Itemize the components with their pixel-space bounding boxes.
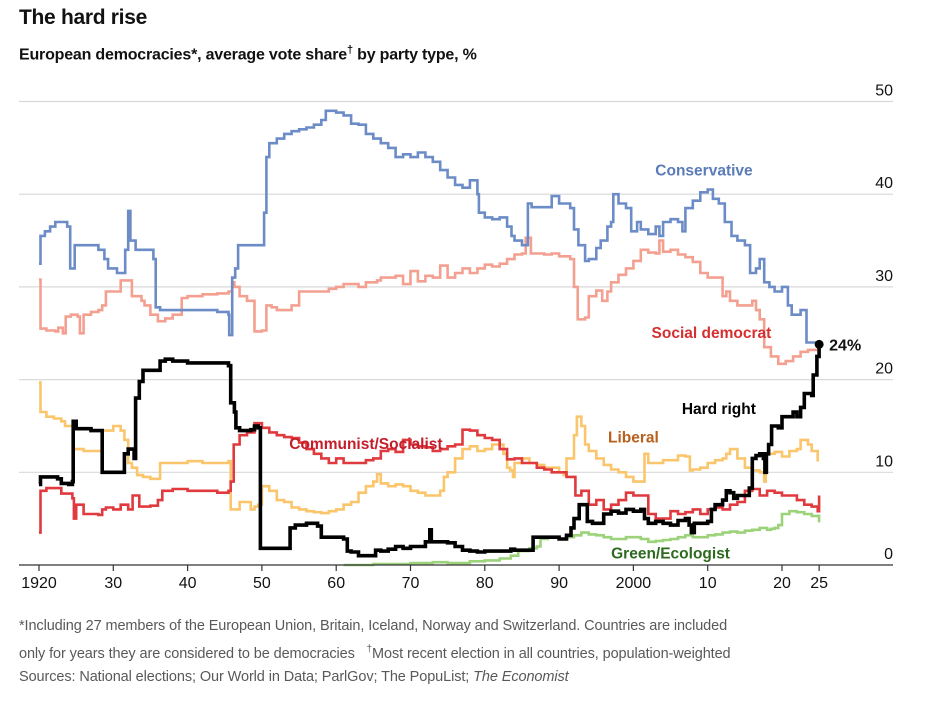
- series-line-hard-right: [38, 344, 821, 558]
- sources-text: Sources: National elections; Our World i…: [19, 668, 474, 685]
- series-label-conservative: Conservative: [655, 163, 753, 180]
- footnote-election: Most recent election in all countries, p…: [372, 645, 731, 662]
- y-tick-label: 20: [875, 361, 893, 378]
- series-line-social-democrat: [39, 236, 820, 366]
- series-line-communist-socialist: [39, 421, 821, 534]
- series-label-liberal: Liberal: [608, 430, 659, 447]
- x-tick-label: 70: [402, 575, 420, 592]
- footnotes: *Including 27 members of the European Un…: [19, 615, 731, 689]
- series-labels: Conservative Social democrat Communist/Soc…: [289, 163, 771, 563]
- x-tick-label: 80: [476, 575, 494, 592]
- annotation-label: 24%: [829, 337, 861, 354]
- x-tick-label: 60: [327, 575, 345, 592]
- footnote-democracies: only for years they are considered to be…: [19, 645, 355, 662]
- chart-subtitle: European democracies*, average vote shar…: [19, 44, 477, 64]
- x-tick-label: 2000: [616, 575, 652, 592]
- y-tick-label: 50: [875, 83, 893, 100]
- x-tick-label: 90: [550, 575, 568, 592]
- y-tick-label: 40: [875, 175, 893, 192]
- series-label-green-ecologist: Green/Ecologist: [611, 546, 730, 563]
- x-tick-label: 20: [773, 575, 791, 592]
- y-tick-label: 10: [875, 453, 893, 470]
- line-chart: 0 10 20 30 40 50 1920 30 40 50 60 70 80 90 2000 10 20 25…: [19, 83, 893, 592]
- series-label-social-democrat: Social democrat: [652, 325, 772, 342]
- subtitle-main: European democracies*, average vote shar…: [19, 46, 347, 64]
- annotation: 24%: [814, 337, 861, 354]
- series-line-conservative: [39, 109, 821, 345]
- footnote-dagger: †: [366, 644, 373, 655]
- y-tick-label: 30: [875, 268, 893, 285]
- x-tick-label: 25: [810, 575, 828, 592]
- annotation-dot: [814, 339, 824, 349]
- series-lines: [38, 109, 821, 567]
- chart-title: The hard rise: [19, 6, 147, 29]
- footnote-line-1: *Including 27 members of the European Un…: [19, 618, 728, 634]
- x-tick-label: 1920: [21, 575, 57, 592]
- subtitle-dagger: †: [346, 44, 353, 56]
- gridlines: [19, 100, 893, 473]
- x-tick-label: 10: [699, 575, 717, 592]
- series-label-communist-socialist: Communist/Socialist: [289, 436, 442, 453]
- y-tick-label: 0: [884, 546, 893, 563]
- series-line-liberal: [39, 381, 820, 515]
- series-line-green-ecologist: [343, 509, 821, 567]
- subtitle-tail: by party type, %: [352, 46, 477, 64]
- footnote-line-2: only for years they are considered to be…: [19, 638, 731, 666]
- series-label-hard-right: Hard right: [682, 401, 756, 418]
- x-tick-label: 40: [179, 575, 197, 592]
- x-tick-label: 30: [104, 575, 122, 592]
- x-axis: 1920 30 40 50 60 70 80 90 2000 10 20 25: [19, 564, 893, 592]
- y-axis-tick-labels: 0 10 20 30 40 50: [875, 83, 893, 564]
- footnote-sources: Sources: National elections; Our World i…: [19, 666, 731, 689]
- x-tick-label: 50: [253, 575, 271, 592]
- sources-economist: The Economist: [473, 668, 569, 685]
